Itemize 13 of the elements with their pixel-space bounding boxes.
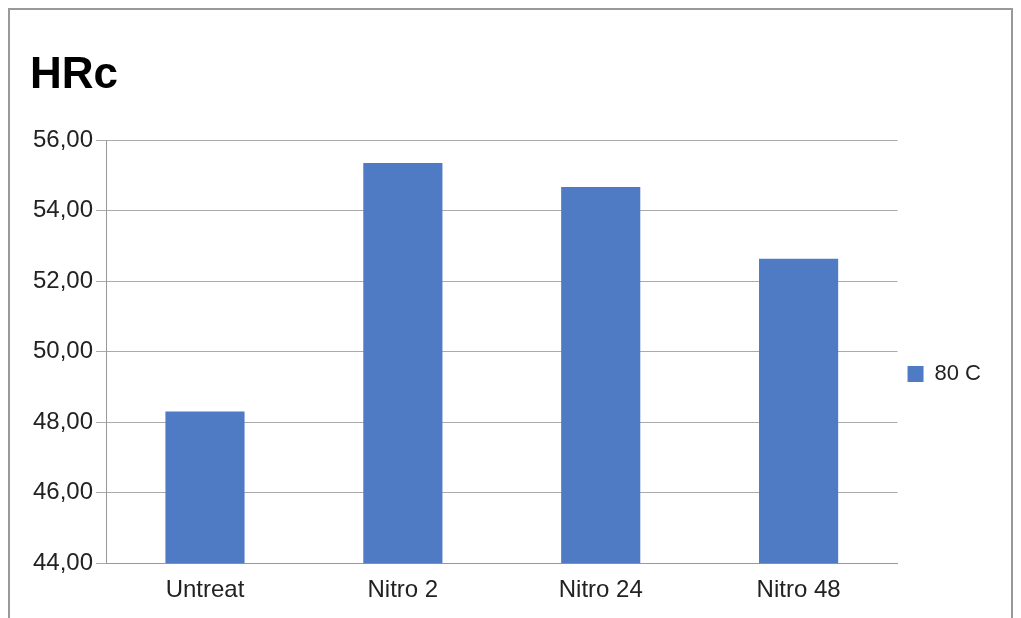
y-tick-label: 50,00 [33,336,94,364]
x-tick-label: Untreat [165,575,245,603]
x-tick-label: Nitro 48 [756,575,841,603]
x-tick-label: Nitro 24 [558,575,643,603]
x-tick-label: Nitro 2 [367,575,439,603]
y-tick-label: 46,00 [33,477,94,505]
y-tick-label: 54,00 [33,195,94,223]
chart-title: HRc [30,48,119,98]
y-tick-label: 44,00 [33,547,94,575]
y-tick-label: 48,00 [33,406,94,434]
legend-label: 80 C [934,360,982,386]
y-tick-label: 52,00 [33,265,94,293]
y-tick-label: 56,00 [33,124,94,152]
